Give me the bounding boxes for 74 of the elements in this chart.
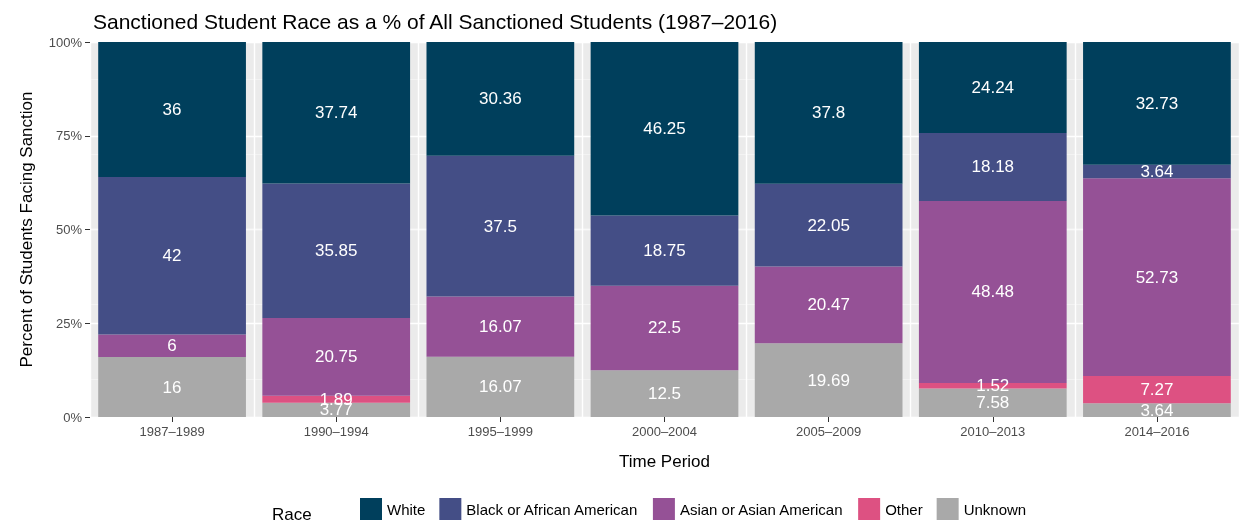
bar: [754, 183, 903, 267]
data-label: 37.5: [483, 216, 517, 236]
bar: [590, 215, 739, 286]
bar: [754, 42, 903, 184]
bar: [918, 42, 1067, 133]
bar: [98, 334, 246, 357]
bar: [590, 370, 739, 417]
data-label: 18.18: [971, 157, 1015, 177]
data-label: 16.07: [479, 317, 522, 337]
x-tick-label: 1987–1989: [139, 424, 205, 439]
y-tick-label: 0%: [63, 409, 83, 425]
y-tick-label: 25%: [55, 315, 83, 331]
bar: [98, 357, 246, 417]
data-label: 46.25: [643, 119, 686, 139]
data-label: 24.24: [971, 77, 1015, 97]
data-label: 20.47: [807, 295, 850, 315]
data-label: 1.52: [976, 376, 1010, 396]
chart-title: Sanctioned Student Race as a % of All Sanctioned Students (1987–2016): [93, 10, 778, 33]
y-axis-title: Percent of Students Facing Sanction: [17, 91, 36, 368]
y-tick-label: 100%: [48, 34, 83, 50]
data-label: 22.05: [807, 215, 850, 235]
data-label: 48.48: [971, 282, 1015, 302]
x-axis-title: Time Period: [618, 452, 711, 471]
data-label: 19.69: [807, 370, 850, 390]
bar: [426, 296, 575, 357]
bar: [98, 42, 246, 177]
data-label: 20.75: [314, 347, 358, 367]
x-tick-label: 1995–1999: [467, 424, 533, 439]
bar: [426, 42, 575, 156]
bar: [262, 42, 411, 184]
x-tick-label: 2010–2013: [960, 424, 1026, 439]
x-tick-label: 2005–2009: [796, 424, 862, 439]
bar: [426, 356, 575, 417]
data-label: 32.73: [1135, 93, 1179, 113]
data-label: 3.64: [1140, 162, 1174, 182]
bar: [1083, 376, 1231, 404]
x-tick-label: 2000–2004: [631, 424, 698, 439]
legend-label: Unknown: [963, 500, 1027, 518]
data-label: 12.5: [647, 384, 682, 404]
data-label: 16: [162, 377, 182, 397]
bar: [590, 42, 739, 216]
y-tick-label: 75%: [55, 128, 83, 144]
bar: [754, 343, 903, 417]
bar: [98, 177, 246, 335]
data-label: 6: [167, 336, 177, 356]
x-tick-label: 2014–2016: [1124, 424, 1190, 439]
legend-title: Race: [272, 505, 312, 524]
data-label: 35.85: [314, 241, 358, 261]
y-tick-label: 50%: [55, 222, 83, 237]
data-label: 22.5: [647, 318, 682, 338]
data-label: 16.07: [479, 377, 522, 397]
data-label: 3.64: [1140, 400, 1174, 420]
bar: [1083, 42, 1231, 165]
bar: [754, 266, 903, 344]
data-label: 18.75: [643, 241, 686, 261]
data-label: 42: [162, 246, 182, 266]
bar: [426, 155, 575, 297]
bar: [918, 132, 1067, 202]
data-label: 52.73: [1135, 267, 1179, 287]
bar: [262, 183, 411, 318]
legend-label: White: [387, 500, 426, 518]
data-label: 7.27: [1140, 380, 1174, 400]
data-label: 30.36: [479, 89, 522, 109]
data-label: 37.74: [314, 103, 358, 123]
data-label: 36: [162, 100, 182, 119]
x-tick-label: 1990–1994: [303, 424, 369, 439]
data-label: 37.8: [812, 103, 846, 123]
bar: [1083, 178, 1231, 377]
data-label: 7.58: [976, 393, 1010, 413]
legend-label: Other: [885, 500, 923, 518]
bar: [1083, 403, 1231, 417]
bar: [590, 285, 739, 371]
legend-label: Asian or Asian American: [679, 500, 843, 518]
legend-label: Black or African American: [466, 500, 638, 518]
